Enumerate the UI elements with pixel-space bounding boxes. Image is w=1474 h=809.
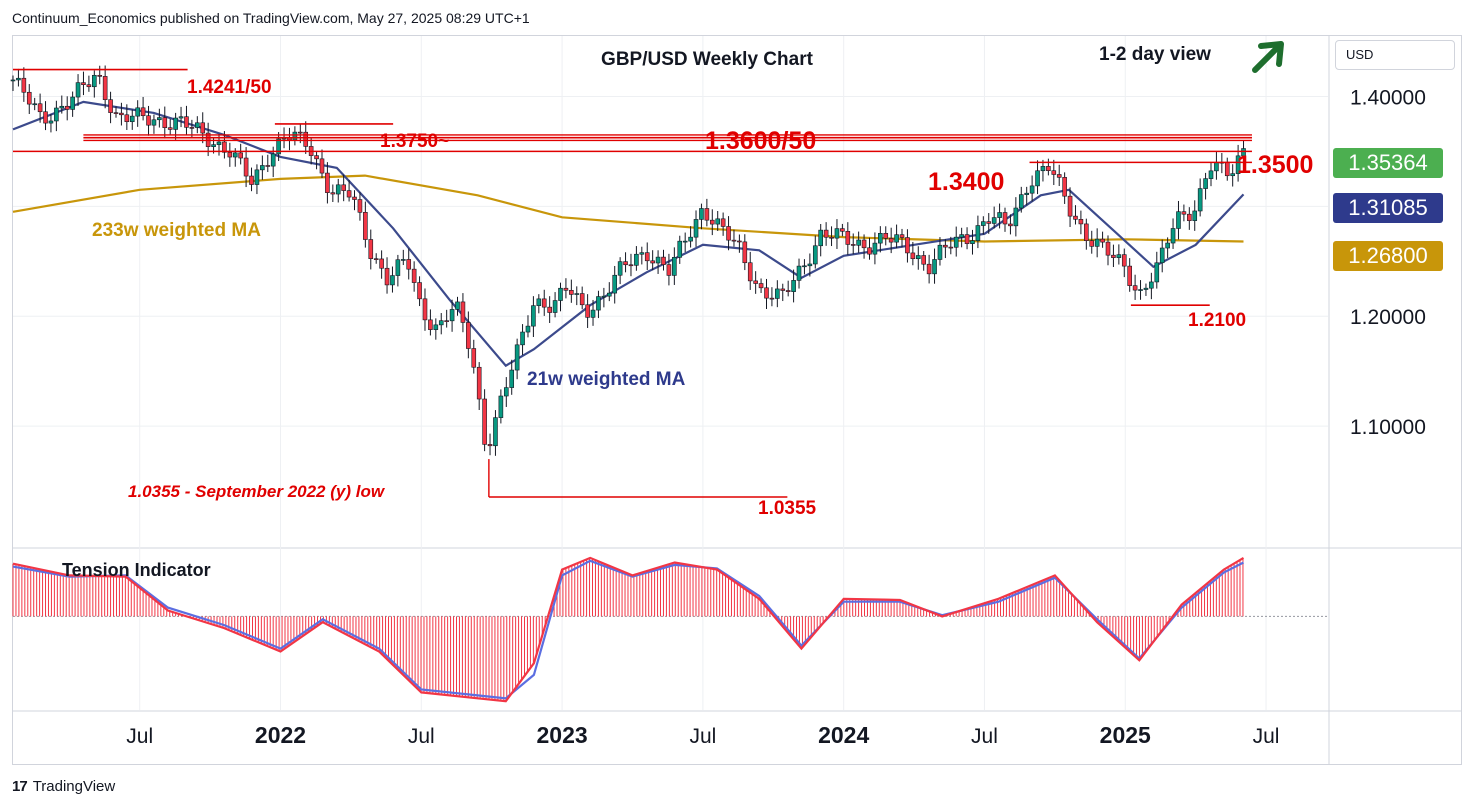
footer-brand: TradingView xyxy=(32,778,116,795)
footer: 17 TradingView xyxy=(12,778,115,795)
price-tag: 1.31085 xyxy=(1333,193,1443,223)
currency-selector[interactable]: USD xyxy=(1335,40,1455,70)
price-tag: 1.26800 xyxy=(1333,241,1443,271)
publisher-header: Continuum_Economics published on Trading… xyxy=(12,10,530,26)
price-tag: 1.35364 xyxy=(1333,148,1443,178)
tradingview-logo-icon: 17 xyxy=(12,778,28,795)
chart-frame xyxy=(12,35,1462,765)
